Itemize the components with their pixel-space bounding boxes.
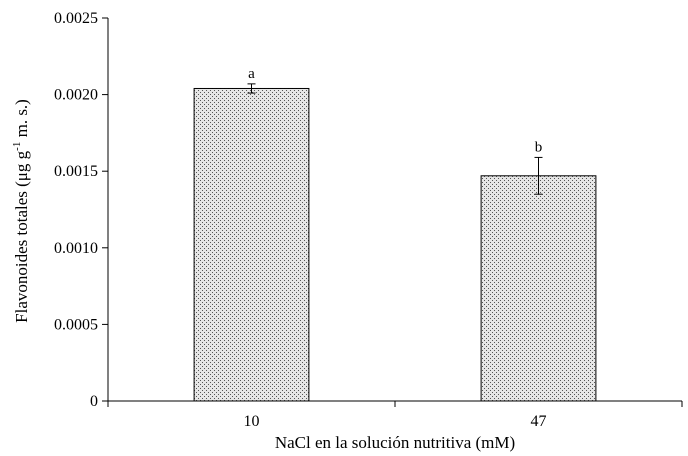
y-tick-label: 0 <box>90 393 98 410</box>
error-bar-47 <box>534 156 543 195</box>
y-tick-label: 0.0015 <box>54 163 98 180</box>
significance-label-10: a <box>248 66 255 82</box>
x-axis-title: NaCl en la solución nutritiva (mM) <box>275 433 515 452</box>
y-tick-label: 0.0010 <box>54 240 98 257</box>
y-tick-label: 0.0005 <box>54 316 98 333</box>
x-tick-label-10: 10 <box>244 413 260 430</box>
bar-series: ab <box>193 66 597 402</box>
y-axis-title-main: Flavonoides totales (μg g <box>12 150 31 323</box>
x-tick-label-47: 47 <box>531 413 547 430</box>
significance-label-47: b <box>535 139 543 155</box>
bar-47 <box>480 175 597 402</box>
y-axis-ticks: 0 0.0005 0.0010 0.0015 0.0020 0.0025 <box>54 10 108 410</box>
y-tick-label: 0.0020 <box>54 87 98 104</box>
bar-10 <box>193 87 310 402</box>
error-bar-10 <box>247 83 256 94</box>
y-tick-label: 0.0025 <box>54 10 98 27</box>
y-axis-title-tail: m. s.) <box>12 99 31 142</box>
y-axis-title: Flavonoides totales (μg g-1 m. s.) <box>11 99 31 323</box>
x-axis-ticks: 10 47 <box>107 401 683 430</box>
y-axis-title-superscript: -1 <box>11 142 23 151</box>
